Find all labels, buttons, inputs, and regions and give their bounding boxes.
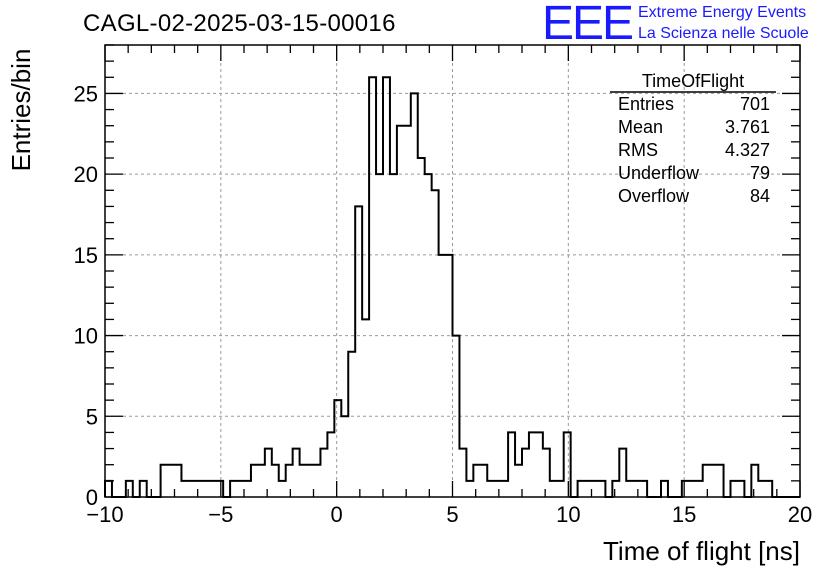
x-tick-label: −10: [86, 502, 123, 527]
stats-row-label: Entries: [618, 94, 674, 114]
org-name-line1: Extreme Energy Events: [638, 4, 807, 21]
stats-box: TimeOfFlight Entries 701 Mean 3.761 RMS 4.327…: [610, 71, 776, 206]
stats-box-rows: Entries 701 Mean 3.761 RMS 4.327 Underflow 79 Ov…: [618, 94, 770, 206]
stats-row-value: 84: [750, 186, 770, 206]
x-tick-label: 5: [446, 502, 458, 527]
stats-row-label: Mean: [618, 117, 663, 137]
stats-row-label: Overflow: [618, 186, 690, 206]
histogram-series: [104, 76, 800, 498]
stats-row-value: 3.761: [725, 117, 770, 137]
x-tick-label: 20: [788, 502, 812, 527]
y-tick-label: 20: [74, 162, 98, 187]
x-tick-label: 10: [556, 502, 580, 527]
stats-row-label: Underflow: [618, 163, 700, 183]
x-axis-label: Time of flight [ns]: [603, 536, 800, 566]
x-tick-label: 15: [672, 502, 696, 527]
y-tick-label: 15: [74, 243, 98, 268]
eee-logo: EEE: [542, 0, 634, 50]
y-tick-label: 0: [86, 485, 98, 510]
histogram-line: [104, 76, 800, 498]
stats-row-label: RMS: [618, 140, 658, 160]
tick-marks: [104, 44, 801, 498]
y-tick-label: 10: [74, 324, 98, 349]
y-tick-label: 25: [74, 81, 98, 106]
grid-lines: [105, 45, 800, 497]
x-tick-label: 0: [331, 502, 343, 527]
stats-row-value: 79: [750, 163, 770, 183]
stats-box-title: TimeOfFlight: [642, 71, 744, 91]
y-axis-label: Entries/bin: [6, 49, 36, 172]
stats-row-value: 4.327: [725, 140, 770, 160]
stats-row-value: 701: [740, 94, 770, 114]
x-tick-label: −5: [208, 502, 233, 527]
tick-labels: −10 −5 0 5 10 15 20 0 5 10 15 20 25: [74, 81, 813, 527]
y-tick-label: 5: [86, 404, 98, 429]
org-name-line2: La Scienza nelle Scuole: [638, 25, 809, 42]
run-title: CAGL-02-2025-03-15-00016: [83, 10, 396, 37]
